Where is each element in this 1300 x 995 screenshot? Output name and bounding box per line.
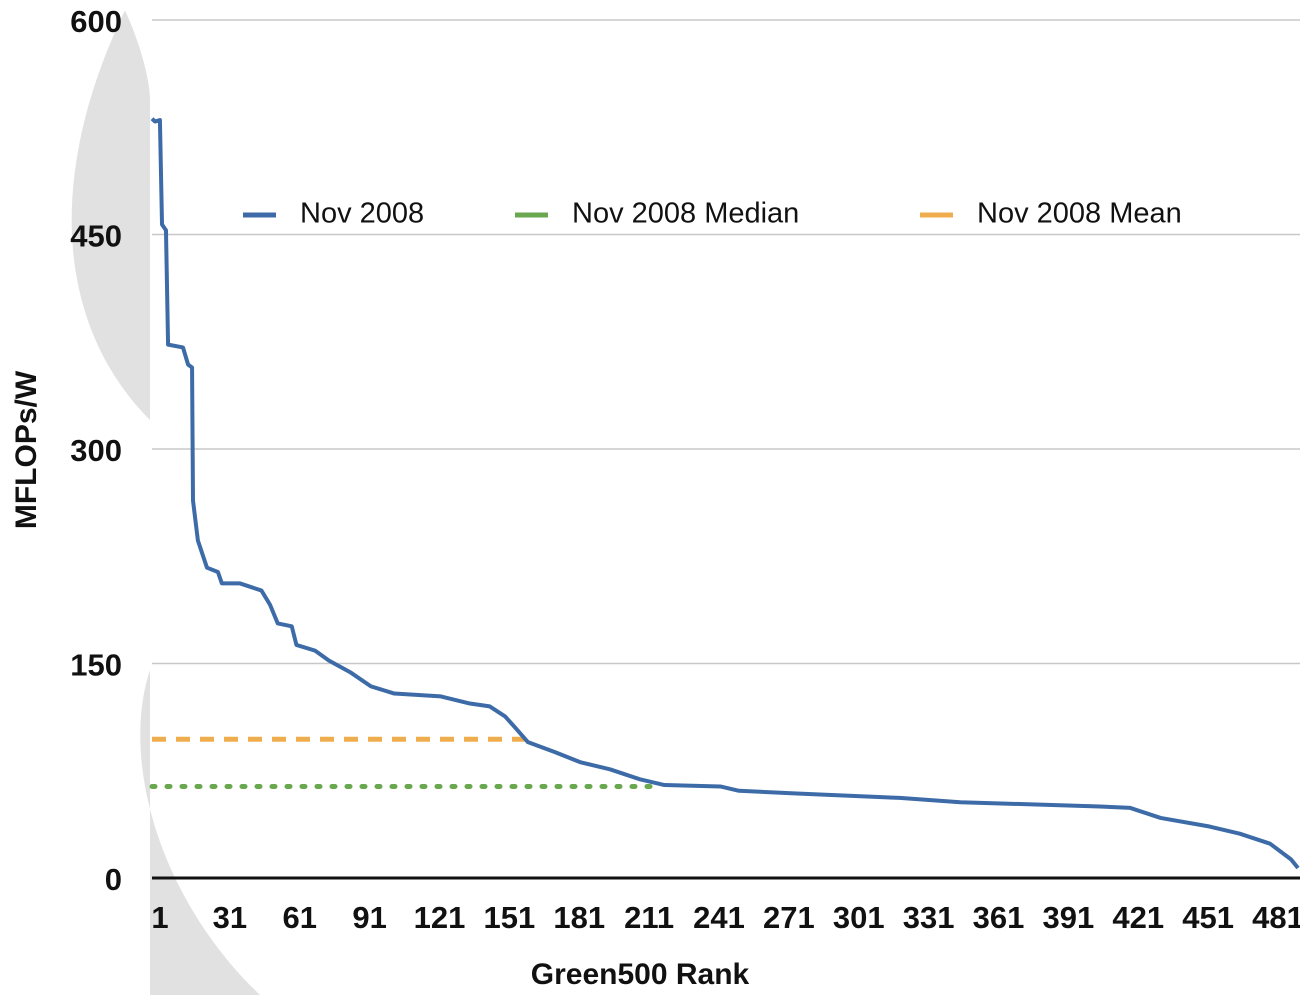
x-tick-label: 181 xyxy=(553,900,605,935)
y-tick-label: 600 xyxy=(70,4,122,39)
x-tick-label: 301 xyxy=(833,900,885,935)
x-tick-label: 481 xyxy=(1252,900,1300,935)
series-line xyxy=(150,117,1300,870)
legend-label: Nov 2008 xyxy=(300,198,424,230)
x-tick-label: 91 xyxy=(352,900,386,935)
x-tick-label: 1 xyxy=(151,900,168,935)
x-tick-label: 61 xyxy=(283,900,317,935)
x-tick-label: 391 xyxy=(1043,900,1095,935)
x-tick-label: 31 xyxy=(213,900,247,935)
x-tick-label: 241 xyxy=(693,900,745,935)
y-tick-label: 300 xyxy=(70,433,122,468)
y-tick-label: 150 xyxy=(70,648,122,683)
legend-label: Nov 2008 Median xyxy=(572,198,799,230)
x-tick-label: 151 xyxy=(484,900,536,935)
x-tick-label: 451 xyxy=(1182,900,1234,935)
x-tick-label: 271 xyxy=(763,900,815,935)
x-tick-label: 211 xyxy=(624,900,674,935)
background-decoration xyxy=(71,0,260,995)
y-tick-label: 0 xyxy=(105,862,122,897)
x-tick-label: 331 xyxy=(903,900,955,935)
y-tick-label: 450 xyxy=(70,219,122,254)
x-tick-label: 361 xyxy=(973,900,1025,935)
y-axis-title: MFLOPs/W xyxy=(10,370,43,529)
x-axis-title: Green500 Rank xyxy=(531,958,750,991)
x-tick-label: 121 xyxy=(414,900,466,935)
x-tick-label: 421 xyxy=(1112,900,1164,935)
legend-label: Nov 2008 Mean xyxy=(977,198,1182,230)
